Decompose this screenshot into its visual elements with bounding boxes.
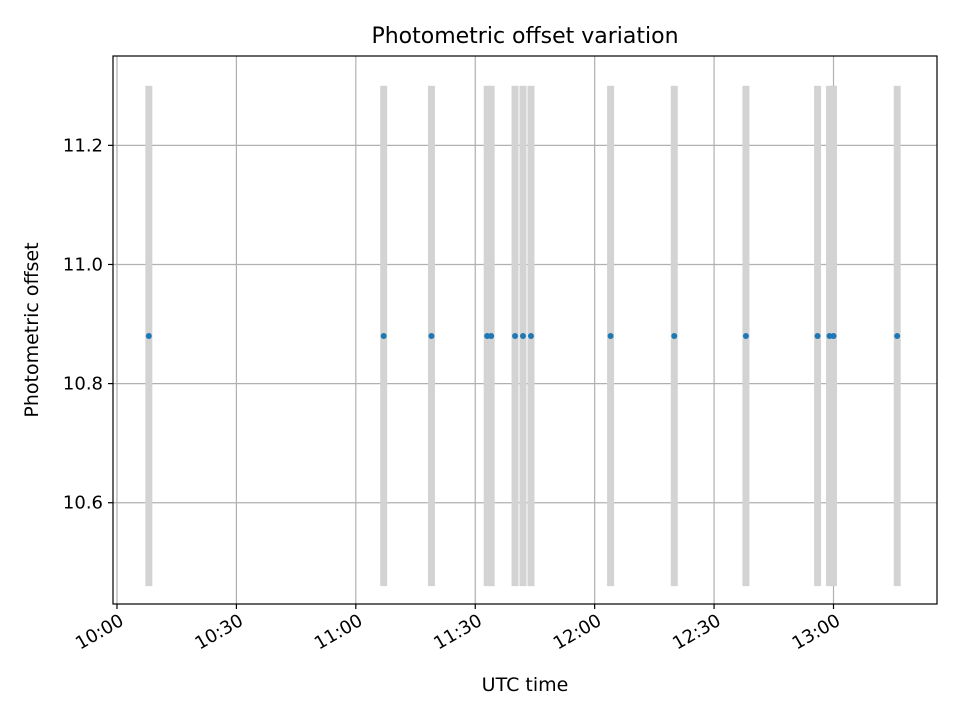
data-point xyxy=(671,332,678,339)
data-point xyxy=(527,332,534,339)
data-point xyxy=(814,332,821,339)
data-point xyxy=(894,332,901,339)
data-point xyxy=(742,332,749,339)
y-tick-label: 11.2 xyxy=(63,135,103,156)
data-point xyxy=(830,332,837,339)
data-point xyxy=(520,332,527,339)
data-point xyxy=(145,332,152,339)
y-tick-label: 11.0 xyxy=(63,254,103,275)
data-point xyxy=(607,332,614,339)
y-axis-label: Photometric offset xyxy=(21,242,43,417)
plot-frame xyxy=(112,55,938,605)
chart-title: Photometric offset variation xyxy=(371,24,678,49)
data-point xyxy=(512,332,519,339)
data-point xyxy=(428,332,435,339)
data-point xyxy=(488,332,495,339)
y-tick-label: 10.6 xyxy=(63,493,103,514)
x-axis-label: UTC time xyxy=(482,674,569,696)
data-point xyxy=(380,332,387,339)
data-points xyxy=(145,332,901,339)
y-tick-label: 10.8 xyxy=(63,374,103,395)
